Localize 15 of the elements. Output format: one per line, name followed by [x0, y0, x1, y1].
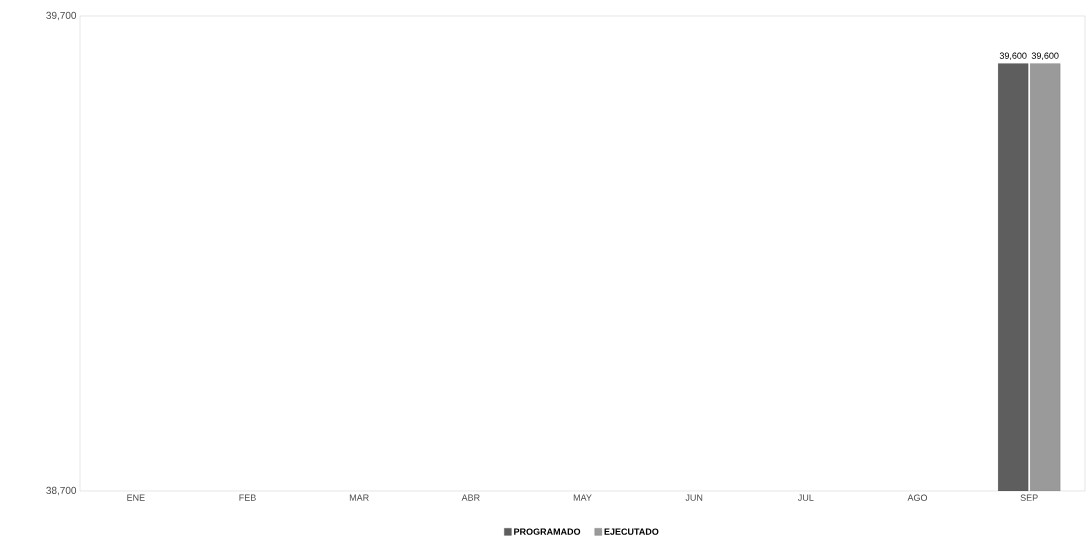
x-tick-label: MAY: [573, 494, 592, 501]
x-tick-label: FEB: [239, 494, 256, 501]
x-tick-label: MAR: [349, 494, 369, 501]
x-tick-label: JUL: [797, 494, 814, 501]
x-tick-label: SEP: [1020, 494, 1038, 501]
x-tick-label: ABR: [461, 494, 480, 501]
x-tick-label: ENE: [127, 494, 145, 501]
x-tick-label: JUN: [685, 494, 703, 501]
y-tick-label: 39,700: [46, 11, 77, 21]
y-tick-label: 38,700: [46, 486, 77, 496]
data-label: 39,600: [1031, 52, 1059, 60]
legend-label: EJECUTADO: [604, 528, 659, 535]
x-tick-label: AGO: [907, 494, 928, 501]
legend-label: PROGRAMADO: [514, 528, 581, 535]
data-label: 39,600: [999, 52, 1027, 60]
